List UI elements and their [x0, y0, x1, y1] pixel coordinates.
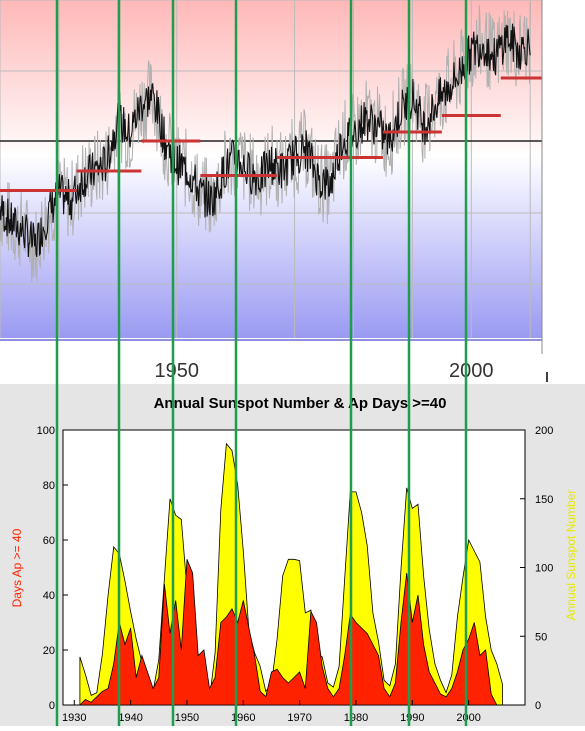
x-tick-label: 1960	[231, 712, 255, 724]
ap-days-area	[78, 559, 503, 706]
right-y-tick-label: 50	[535, 631, 547, 643]
top-x-tick-labels: 1950 2000	[154, 360, 493, 382]
signal-envelope-line	[0, 2, 531, 283]
top-x-tick-label: 2000	[449, 360, 494, 382]
left-y-tick-label: 80	[43, 480, 55, 492]
x-tick-label: 1930	[62, 712, 86, 724]
bottom-series	[78, 442, 503, 706]
x-tick-label: 1990	[400, 712, 424, 724]
top-step-means	[0, 76, 542, 192]
x-tick-label: 1980	[344, 712, 368, 724]
bottom-axes: 0 20 40 60 80 100 0 50 100 150 200 1930 1940 1950 1960…	[37, 425, 554, 724]
x-tick-label: 2000	[456, 712, 480, 724]
x-tick-label: 1970	[287, 712, 311, 724]
top-axis-band	[0, 354, 542, 384]
left-y-tick-label: 100	[37, 425, 55, 437]
right-y-tick-label: 200	[535, 425, 553, 437]
right-y-tick-label: 0	[535, 700, 541, 712]
top-chart: 1950 2000	[0, 0, 548, 384]
top-x-tick-label: 1950	[154, 360, 199, 382]
left-y-tick-label: 0	[49, 700, 55, 712]
right-y-tick-label: 150	[535, 494, 553, 506]
right-y-tick-label: 100	[535, 563, 553, 575]
alignment-lines	[55, 0, 468, 726]
x-tick-label: 1940	[118, 712, 142, 724]
left-axis-label: Days Ap >= 40	[10, 528, 24, 607]
right-axis-label: Annual Sunspot Number	[564, 490, 578, 621]
top-bottom-band	[0, 338, 542, 354]
bottom-chart: Annual Sunspot Number & Ap Days >=40 0 20…	[0, 384, 585, 726]
signal-line	[0, 23, 531, 258]
bottom-title: Annual Sunspot Number & Ap Days >=40	[154, 395, 447, 412]
left-y-tick-label: 60	[43, 535, 55, 547]
x-tick-label: 1950	[175, 712, 199, 724]
left-y-tick-label: 20	[43, 645, 55, 657]
left-y-tick-label: 40	[43, 590, 55, 602]
top-signal	[0, 2, 531, 283]
